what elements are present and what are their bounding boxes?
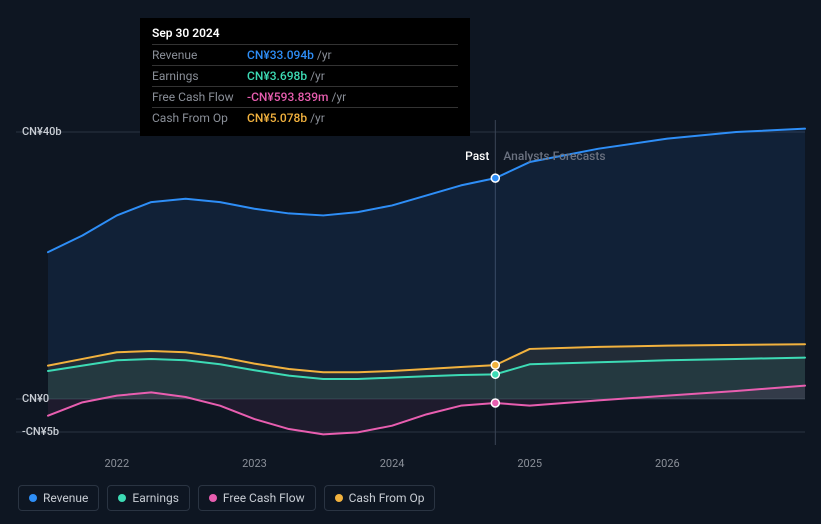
legend-dot-icon: [335, 494, 343, 502]
x-axis-label: 2026: [655, 457, 680, 470]
section-label-forecast: Analysts Forecasts: [503, 149, 605, 163]
chart-tooltip: Sep 30 2024 RevenueCN¥33.094b/yrEarnings…: [140, 18, 470, 136]
y-axis-label: CN¥40b: [22, 125, 62, 138]
legend-item-label: Earnings: [132, 491, 179, 505]
tooltip-row-label: Earnings: [152, 69, 247, 83]
tooltip-row-unit: /yr: [310, 69, 325, 83]
x-axis-label: 2023: [242, 457, 267, 470]
tooltip-row: Free Cash Flow-CN¥593.839m/yr: [152, 86, 458, 107]
tooltip-row-unit: /yr: [310, 111, 325, 125]
chart-legend: Revenue Earnings Free Cash Flow Cash From O…: [18, 485, 435, 511]
tooltip-row-label: Revenue: [152, 48, 247, 62]
tooltip-row-unit: /yr: [332, 90, 347, 104]
legend-item-label: Revenue: [43, 491, 88, 505]
tooltip-row: RevenueCN¥33.094b/yr: [152, 44, 458, 65]
tooltip-row-value: CN¥33.094b: [247, 48, 314, 62]
x-axis-label: 2025: [517, 457, 542, 470]
legend-dot-icon: [29, 494, 37, 502]
tooltip-row-value: -CN¥593.839m: [247, 90, 329, 104]
legend-item-revenue[interactable]: Revenue: [18, 485, 99, 511]
legend-item-earnings[interactable]: Earnings: [107, 485, 190, 511]
legend-dot-icon: [209, 494, 217, 502]
tooltip-row-value: CN¥3.698b: [247, 69, 307, 83]
section-label-past: Past: [465, 149, 489, 163]
legend-item-free_cash_flow[interactable]: Free Cash Flow: [198, 485, 316, 511]
legend-item-label: Cash From Op: [349, 491, 425, 505]
tooltip-row-value: CN¥5.078b: [247, 111, 307, 125]
tooltip-row: Cash From OpCN¥5.078b/yr: [152, 107, 458, 128]
x-axis-label: 2022: [104, 457, 129, 470]
tooltip-row-unit: /yr: [317, 48, 332, 62]
y-axis-label: -CN¥5b: [22, 425, 59, 438]
tooltip-row: EarningsCN¥3.698b/yr: [152, 65, 458, 86]
legend-item-cash_from_op[interactable]: Cash From Op: [324, 485, 436, 511]
tooltip-row-label: Free Cash Flow: [152, 90, 247, 104]
legend-item-label: Free Cash Flow: [223, 491, 305, 505]
y-axis-label: CN¥0: [22, 392, 49, 405]
legend-dot-icon: [118, 494, 126, 502]
tooltip-date: Sep 30 2024: [152, 26, 458, 44]
x-axis-label: 2024: [380, 457, 405, 470]
tooltip-row-label: Cash From Op: [152, 111, 247, 125]
